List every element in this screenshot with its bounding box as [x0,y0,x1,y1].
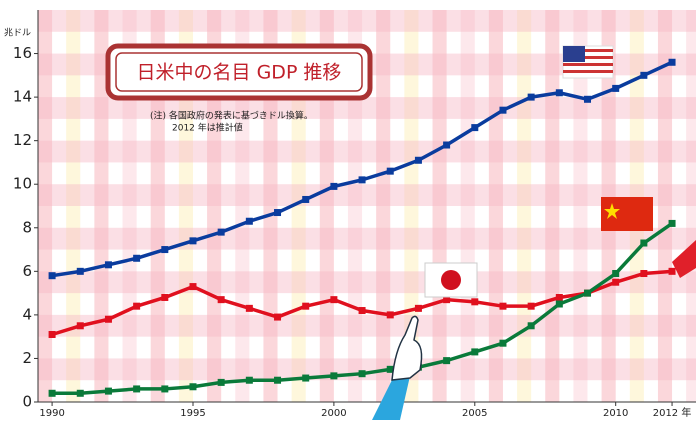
band [38,10,696,32]
point [387,168,394,175]
point [133,303,140,310]
point [612,279,619,286]
point [415,305,422,312]
point [528,322,535,329]
point [246,305,253,312]
point [471,298,478,305]
x-tick-label: 1990 [39,408,64,419]
point [556,294,563,301]
point [499,303,506,310]
band [38,315,696,337]
band [38,141,696,163]
note: (注) 各国政府の発表に基づきドル換算。 [150,110,313,122]
point [105,316,112,323]
point [556,301,563,308]
band [38,228,696,250]
note: 2012 年は推計値 [172,122,243,134]
point [274,377,281,384]
title-box: 日米中の名目 GDP 推移 [108,46,370,98]
x-tick-label: 2012 年 [653,406,692,419]
point [49,331,56,338]
point [161,385,168,392]
point [387,311,394,318]
point [49,272,56,279]
point [246,218,253,225]
point [415,157,422,164]
point [246,377,253,384]
us-flag [563,46,613,78]
y-tick-label: 0 [22,393,32,411]
y-tick-label: 8 [22,218,32,236]
chart: 0246810121416199019952000200520102012 年 … [0,0,696,420]
point [528,303,535,310]
point [218,379,225,386]
point [133,385,140,392]
point [612,270,619,277]
x-tick-label: 2010 [603,408,628,419]
point [443,357,450,364]
point [499,340,506,347]
y-tick-label: 10 [13,175,32,193]
point [218,296,225,303]
point [499,107,506,114]
point [584,290,591,297]
x-tick-label: 2005 [462,408,487,419]
point [669,59,676,66]
point [161,246,168,253]
point [189,383,196,390]
y-tick-label: 2 [22,349,32,367]
point [302,375,309,382]
point [471,348,478,355]
point [640,240,647,247]
point [189,283,196,290]
point [612,85,619,92]
point [77,390,84,397]
y-tick-label: 6 [22,262,32,280]
china-flag [601,197,653,231]
point [669,268,676,275]
point [161,294,168,301]
y-tick-label: 14 [13,88,32,106]
point [640,72,647,79]
point [77,268,84,275]
point [274,209,281,216]
y-axis-label: 兆ドル [4,28,31,39]
point [302,196,309,203]
y-tick-label: 4 [22,305,32,323]
point [330,372,337,379]
point [105,388,112,395]
point [133,255,140,262]
point [584,96,591,103]
chart-title: 日米中の名目 GDP 推移 [137,62,342,84]
point [471,124,478,131]
japan-flag [425,263,477,297]
point [669,220,676,227]
point [330,296,337,303]
x-tick-label: 1995 [180,408,205,419]
x-tick-label: 2000 [321,408,346,419]
point [218,229,225,236]
point [528,94,535,101]
point [556,89,563,96]
point [302,303,309,310]
point [359,307,366,314]
point [359,370,366,377]
y-tick-label: 12 [13,131,32,149]
point [274,314,281,321]
point [189,237,196,244]
y-tick-label: 16 [13,44,32,62]
point [105,261,112,268]
point [77,322,84,329]
band [38,358,696,380]
point [359,176,366,183]
point [330,183,337,190]
point [49,390,56,397]
point [443,142,450,149]
band [38,184,696,206]
point [640,270,647,277]
